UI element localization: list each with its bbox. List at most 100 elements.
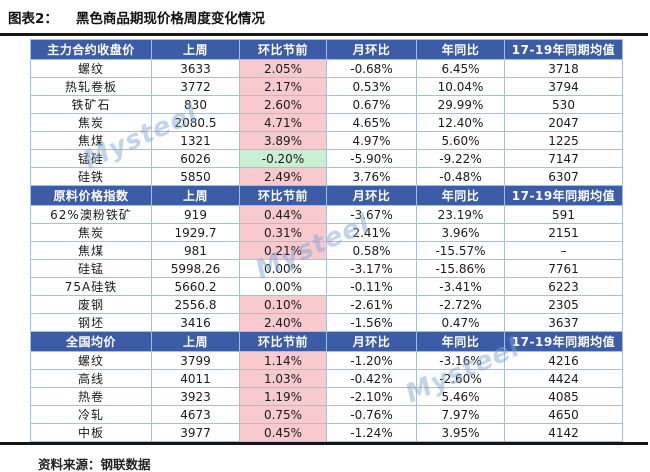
cell-name: 硅锰 [30,259,152,278]
cell-name: 螺纹 [30,59,152,78]
table-row: 62%澳粉铁矿 919 0.44% -3.67% 23.19% 591 [30,205,623,224]
table-row: 热卷 3923 1.19% -2.10% 5.46% 4085 [30,387,623,406]
cell-yoy: 5.46% [416,387,505,406]
cell-avg: 4085 [504,387,623,406]
cell-wow: 0.45% [239,423,327,442]
cell-last-week: 5998.26 [151,259,240,278]
cell-yoy: -2.72% [416,295,505,314]
cell-yoy: -0.48% [416,167,505,186]
cell-mom: -5.90% [326,149,417,168]
figure-label: 图表2： [8,11,58,27]
cell-last-week: 1321 [151,131,240,150]
cell-last-week: 1929.7 [151,223,240,242]
cell-yoy: 5.60% [416,131,505,150]
cell-yoy: 0.47% [416,313,505,332]
cell-avg: 3718 [504,59,623,78]
cell-wow: 1.19% [239,387,327,406]
cell-wow: 2.60% [239,95,327,114]
cell-wow: 0.10% [239,295,327,314]
cell-wow: 0.00% [239,277,327,296]
cell-yoy: 29.99% [416,95,505,114]
table-row: 废钢 2556.8 0.10% -2.61% -2.72% 2305 [30,295,623,314]
cell-avg: 4650 [504,405,623,424]
table-row: 75A硅铁 5660.2 0.00% -0.11% -3.41% 6223 [30,277,623,296]
cell-last-week: 981 [151,241,240,260]
cell-wow: 4.71% [239,113,327,132]
cell-wow: 0.00% [239,259,327,278]
cell-yoy: 6.45% [416,59,505,78]
cell-name: 螺纹 [30,351,152,370]
cell-name: 中板 [30,423,152,442]
cell-name: 焦煤 [30,131,152,150]
cell-mom: -2.61% [326,295,417,314]
top-rule [0,33,648,36]
column-header-cell: 环比节前 [239,331,327,352]
cell-mom: -2.10% [326,387,417,406]
cell-last-week: 5850 [151,167,240,186]
cell-wow: 1.14% [239,351,327,370]
table-row: 锰硅 6026 -0.20% -5.90% -9.22% 7147 [30,149,623,168]
cell-wow: 2.40% [239,313,327,332]
column-header-cell: 17-19年同期均值 [504,185,623,206]
column-header-cell: 环比节前 [239,39,327,60]
cell-name: 铁矿石 [30,95,152,114]
cell-avg: 3637 [504,313,623,332]
cell-name: 焦煤 [30,241,152,260]
cell-name: 锰硅 [30,149,152,168]
cell-yoy: -9.22% [416,149,505,168]
table-row: 中板 3977 0.45% -1.24% 3.95% 4142 [30,423,623,442]
column-header-cell: 上周 [151,331,240,352]
cell-mom: 3.76% [326,167,417,186]
cell-last-week: 3772 [151,77,240,96]
cell-last-week: 2556.8 [151,295,240,314]
table-row: 硅铁 5850 2.49% 3.76% -0.48% 6307 [30,167,623,186]
figure-title-text: 黑色商品期现价格周度变化情况 [75,11,265,27]
cell-last-week: 4673 [151,405,240,424]
cell-last-week: 4011 [151,369,240,388]
cell-mom: -3.67% [326,205,417,224]
cell-yoy: 12.40% [416,113,505,132]
cell-wow: 2.17% [239,77,327,96]
price-change-table: 主力合约收盘价 上周 环比节前 月环比 年同比 17-19年同期均值 螺纹 3633 2.05%… [30,39,623,442]
cell-avg: 2151 [504,223,623,242]
table-row: 高线 4011 1.03% -0.42% -2.60% 4424 [30,369,623,388]
figure-title: 图表2： 黑色商品期现价格周度变化情况 [0,0,650,27]
cell-avg: 6223 [504,277,623,296]
cell-last-week: 5660.2 [151,277,240,296]
column-header-cell: 上周 [151,39,240,60]
column-header-cell: 17-19年同期均值 [504,331,623,352]
cell-last-week: 3416 [151,313,240,332]
table-row: 焦炭 1929.7 0.31% 2.41% 3.96% 2151 [30,223,623,242]
cell-mom: -0.68% [326,59,417,78]
cell-mom: 4.97% [326,131,417,150]
column-header-cell: 17-19年同期均值 [504,39,623,60]
cell-name: 焦炭 [30,113,152,132]
cell-name: 高线 [30,369,152,388]
cell-yoy: -15.86% [416,259,505,278]
cell-name: 钢坯 [30,313,152,332]
table-row: 焦炭 2080.5 4.71% 4.65% 12.40% 2047 [30,113,623,132]
cell-last-week: 2080.5 [151,113,240,132]
column-header-cell: 月环比 [326,39,417,60]
cell-avg: – [504,241,623,260]
section-title-cell: 全国均价 [30,331,152,352]
cell-name: 62%澳粉铁矿 [30,205,152,224]
cell-mom: 4.65% [326,113,417,132]
cell-yoy: 7.97% [416,405,505,424]
table-row: 冷轧 4673 0.75% -0.76% 7.97% 4650 [30,405,623,424]
cell-last-week: 830 [151,95,240,114]
cell-avg: 530 [504,95,623,114]
cell-last-week: 919 [151,205,240,224]
section-header-row: 原料价格指数 上周 环比节前 月环比 年同比 17-19年同期均值 [30,185,623,206]
cell-last-week: 6026 [151,149,240,168]
cell-mom: 0.58% [326,241,417,260]
cell-wow: 2.49% [239,167,327,186]
cell-wow: 0.31% [239,223,327,242]
section-title-cell: 主力合约收盘价 [30,39,152,60]
table-row: 硅锰 5998.26 0.00% -3.17% -15.86% 7761 [30,259,623,278]
cell-name: 热卷 [30,387,152,406]
table-row: 焦煤 981 0.21% 0.58% -15.57% – [30,241,623,260]
cell-wow: 3.89% [239,131,327,150]
column-header-cell: 年同比 [416,185,505,206]
cell-last-week: 3799 [151,351,240,370]
